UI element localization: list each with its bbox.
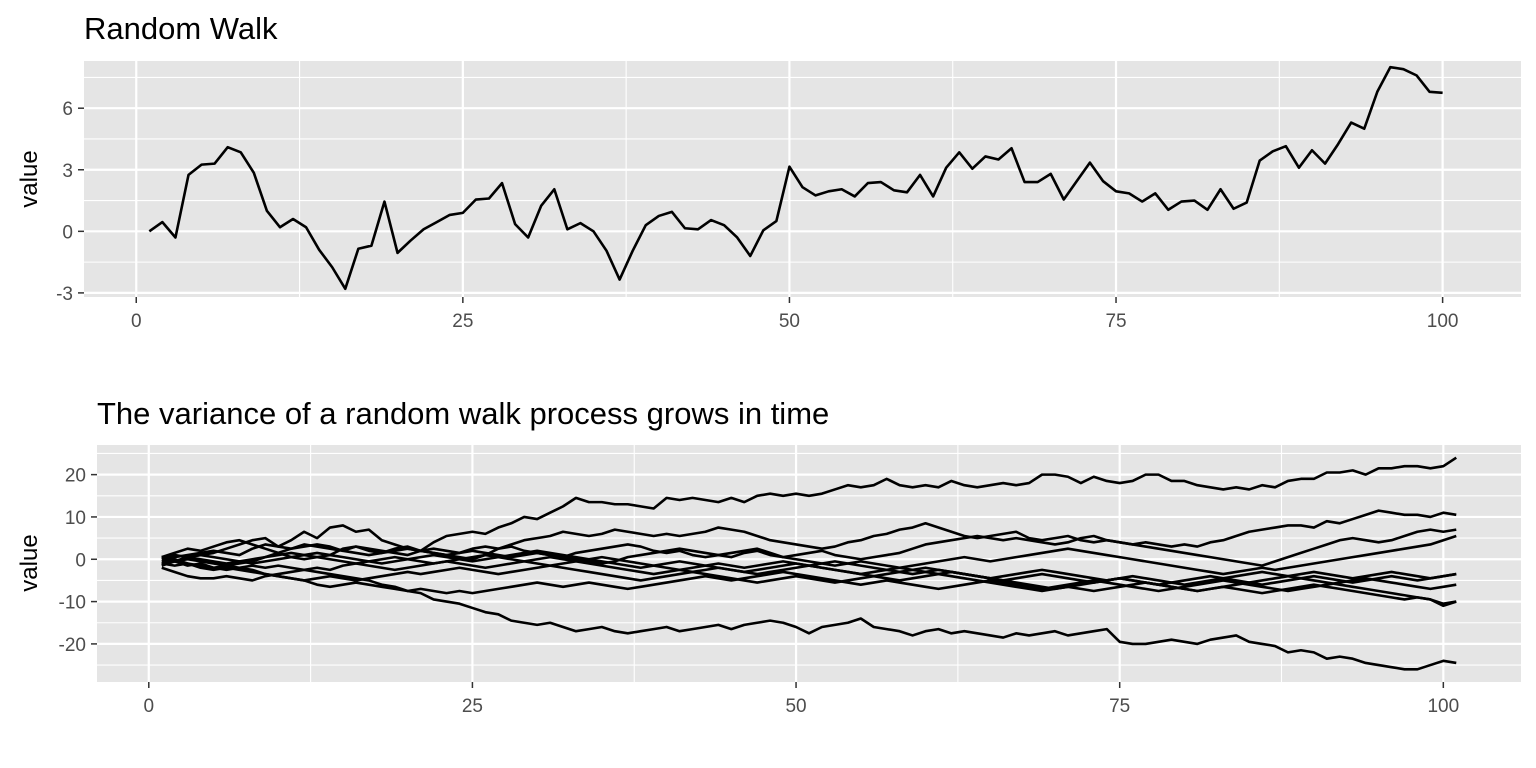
bottom-series-line-9 xyxy=(161,557,1457,671)
bottom-x-tick-label: 0 xyxy=(143,696,154,717)
bottom-series-line-1 xyxy=(161,456,1457,567)
top-x-tick-label: 25 xyxy=(452,311,473,332)
chart-top-axes: 0 25 50 75 100 -3 0 3 6 xyxy=(56,99,1458,332)
top-y-tick-label: -3 xyxy=(56,284,73,305)
chart-bottom-axes: 0 25 50 75 100 -20 -10 0 10 20 xyxy=(59,466,1460,717)
bottom-series-line-7 xyxy=(161,560,1457,586)
bottom-y-tick-label: 0 xyxy=(75,550,86,571)
top-series-line-1 xyxy=(148,65,1443,291)
bottom-series-line-2 xyxy=(161,509,1457,561)
top-x-tick-label: 0 xyxy=(131,311,142,332)
top-x-tick-label: 100 xyxy=(1427,311,1459,332)
bottom-y-tick-label: -10 xyxy=(59,593,86,614)
chart-bottom: The variance of a random walk process gr… xyxy=(16,396,1521,717)
bottom-x-tick-label: 100 xyxy=(1427,696,1459,717)
bottom-y-tick-label: 10 xyxy=(65,508,86,529)
bottom-y-tick-label: 20 xyxy=(65,466,86,487)
bottom-y-tick-label: -20 xyxy=(59,635,86,656)
top-y-tick-label: 0 xyxy=(62,222,73,243)
top-y-tick-label: 6 xyxy=(62,99,73,120)
chart-top: Random Walk value 0 25 50 75 100 -3 0 3 6 xyxy=(16,11,1521,332)
chart-bottom-title: The variance of a random walk process gr… xyxy=(97,396,829,431)
bottom-series-line-10 xyxy=(161,549,1457,593)
top-y-tick-label: 3 xyxy=(62,161,73,182)
chart-bottom-y-axis-label: value xyxy=(16,534,43,591)
chart-top-y-axis-label: value xyxy=(16,150,43,207)
top-x-tick-label: 50 xyxy=(779,311,800,332)
chart-top-gridlines xyxy=(84,61,1521,297)
bottom-series-line-4 xyxy=(161,534,1457,576)
bottom-x-tick-label: 50 xyxy=(785,696,806,717)
chart-top-title: Random Walk xyxy=(84,11,278,46)
bottom-x-tick-label: 75 xyxy=(1109,696,1130,717)
chart-bottom-series xyxy=(161,456,1457,671)
bottom-series-line-3 xyxy=(161,528,1457,567)
top-x-tick-label: 75 xyxy=(1105,311,1126,332)
bottom-x-tick-label: 25 xyxy=(462,696,483,717)
chart-top-series xyxy=(148,65,1443,291)
